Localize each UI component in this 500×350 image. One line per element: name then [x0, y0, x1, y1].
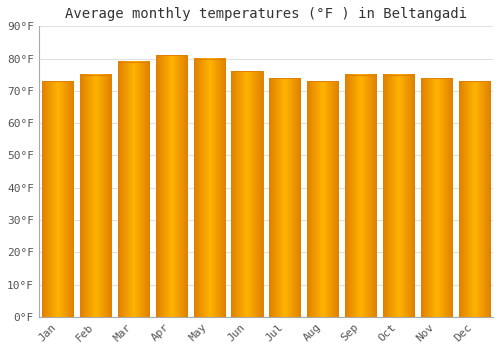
Title: Average monthly temperatures (°F ) in Beltangadi: Average monthly temperatures (°F ) in Be…	[65, 7, 467, 21]
Bar	[458, 81, 490, 317]
Bar	[307, 81, 338, 317]
Bar	[421, 78, 452, 317]
Bar	[156, 55, 187, 317]
Bar	[383, 75, 414, 317]
Bar	[118, 62, 149, 317]
Bar	[345, 75, 376, 317]
Bar	[80, 75, 111, 317]
Bar	[194, 58, 224, 317]
Bar	[232, 71, 262, 317]
Bar	[270, 78, 300, 317]
Bar	[42, 81, 74, 317]
